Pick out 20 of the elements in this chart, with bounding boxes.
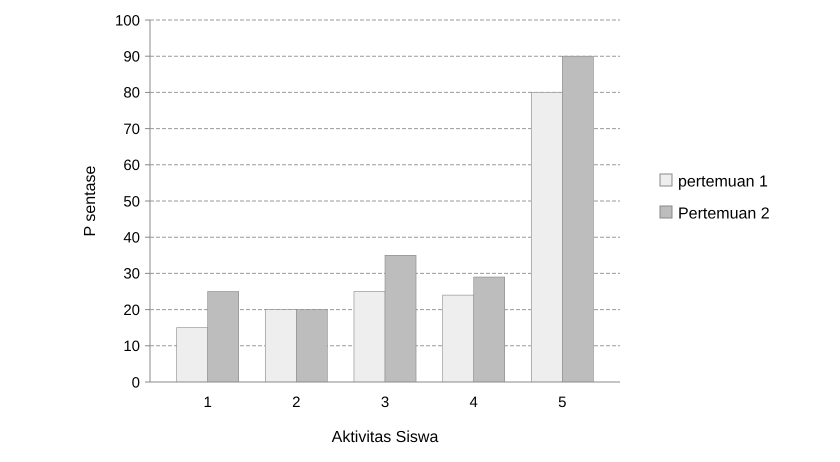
x-tick-label: 1 — [203, 394, 212, 411]
x-tick-label: 3 — [380, 394, 390, 411]
legend-label: Pertemuan 2 — [678, 206, 770, 223]
y-tick-label: 30 — [123, 266, 140, 283]
x-axis-title: Aktivitas Siswa — [332, 429, 438, 446]
y-tick-label: 90 — [123, 48, 140, 66]
y-tick-label: 60 — [123, 157, 140, 174]
y-tick-label: 70 — [123, 120, 140, 138]
y-tick-label: 40 — [123, 229, 140, 246]
y-tick-label: 20 — [123, 302, 140, 319]
y-tick-label: 50 — [123, 193, 140, 210]
y-axis-title: P sentase — [82, 165, 99, 236]
x-tick-label: 2 — [292, 394, 300, 411]
y-tick-label: 80 — [123, 84, 140, 102]
y-tick-label: 100 — [114, 12, 140, 30]
legend-label: pertemuan 1 — [678, 174, 768, 191]
x-tick-label: 4 — [470, 394, 478, 411]
x-tick-label: 5 — [558, 394, 567, 411]
y-tick-label: 0 — [132, 374, 140, 392]
y-tick-label: 10 — [123, 338, 140, 356]
